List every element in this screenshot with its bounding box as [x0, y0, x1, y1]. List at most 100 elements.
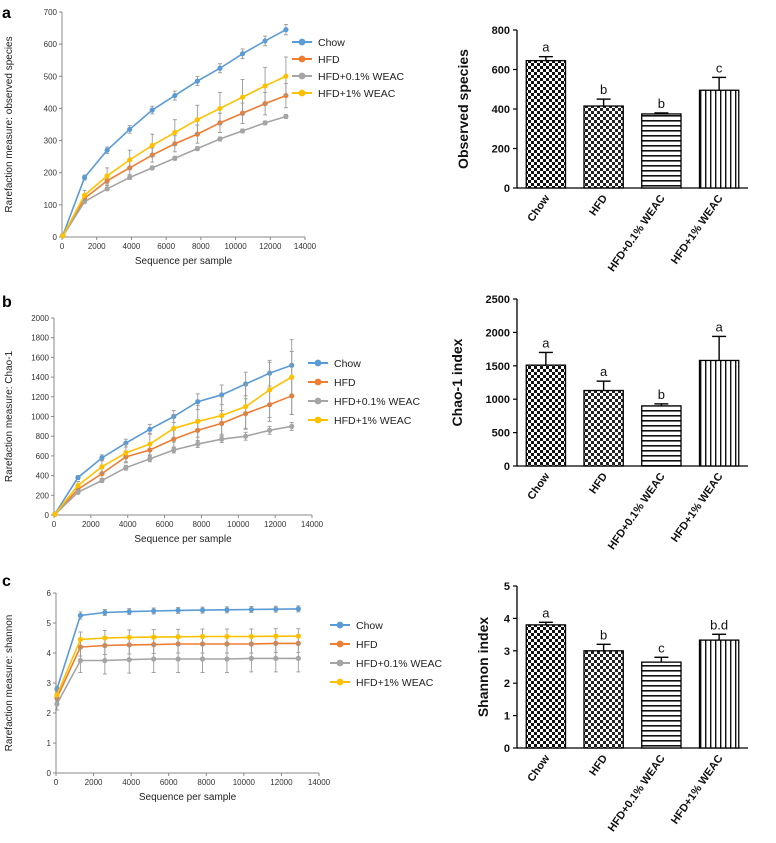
x-tick-label: 4000	[119, 520, 137, 529]
x-category-label: HFD+0.1% WEAC	[606, 471, 668, 552]
bar-hfd-1-weac	[698, 89, 740, 189]
data-point	[151, 608, 157, 614]
data-point	[239, 94, 246, 100]
y-tick-label: 400	[492, 104, 510, 116]
y-tick-label: 1400	[31, 373, 49, 382]
panel-letter-a: a	[2, 5, 11, 22]
y-tick-label: 300	[44, 137, 58, 146]
y-axis-title: Observed species	[455, 49, 471, 169]
y-tick-label: 200	[44, 169, 58, 178]
bar-hfd-0-1-weac	[641, 405, 682, 467]
legend-swatch-marker	[314, 416, 322, 424]
panel-letter-b: b	[2, 294, 12, 311]
data-point	[102, 609, 108, 616]
y-tick-label: 400	[36, 472, 50, 481]
data-point	[262, 83, 268, 89]
x-category-label: HFD+0.1% WEAC	[606, 193, 668, 274]
legend-swatch-marker	[336, 659, 344, 667]
data-point	[149, 142, 155, 148]
legend-swatch-marker	[336, 678, 344, 686]
y-tick-label: 5	[504, 581, 510, 593]
y-tick-label: 200	[36, 491, 50, 500]
rarefaction-chart-c: 0 2000 4000 6000 8000 10000 12000 14000 0 1 2 3 4 5 6 S…	[4, 589, 442, 803]
data-point	[147, 456, 153, 462]
data-point	[224, 633, 230, 640]
series-hfd	[54, 633, 301, 705]
data-point	[151, 656, 157, 662]
data-point	[267, 427, 273, 433]
y-tick-label: 2500	[486, 294, 510, 306]
data-point	[217, 65, 223, 71]
data-point	[127, 157, 133, 163]
data-point	[273, 655, 279, 662]
legend-swatch-marker	[298, 55, 306, 63]
data-point	[52, 511, 58, 517]
y-tick-label: 100	[44, 201, 58, 210]
data-point	[60, 233, 66, 239]
y-tick-label: 400	[44, 104, 58, 113]
data-point	[77, 657, 84, 664]
y-tick-label: 0	[45, 511, 50, 520]
x-tick-label: 12000	[259, 242, 282, 251]
data-point	[172, 129, 178, 136]
legend-label-hfd: HFD	[318, 54, 340, 66]
data-point	[77, 612, 84, 619]
data-point	[219, 412, 225, 419]
bar-hfd-1-weac	[698, 359, 740, 467]
legend-label-chow: Chow	[318, 37, 345, 49]
data-point	[172, 155, 178, 161]
y-tick-label: 0	[504, 183, 510, 195]
significance-letter: a	[716, 319, 724, 334]
x-category-label: HFD+1% WEAC	[669, 193, 726, 267]
data-point	[248, 655, 254, 662]
data-point	[295, 606, 301, 612]
x-tick-label: 8000	[197, 778, 215, 787]
y-tick-label: 5	[47, 619, 52, 628]
data-point	[102, 657, 108, 664]
x-tick-label: 6000	[157, 242, 175, 251]
y-tick-label: 1000	[486, 394, 510, 406]
y-tick-label: 3	[47, 679, 52, 688]
y-tick-label: 2	[47, 709, 52, 718]
x-category-label: HFD	[587, 471, 610, 496]
data-point	[283, 73, 289, 79]
x-tick-label: 14000	[301, 520, 324, 529]
x-tick-label: 12000	[264, 520, 287, 529]
data-point	[175, 634, 181, 640]
legend-label-hfd-1-weac: HFD+1% WEAC	[318, 88, 396, 100]
x-tick-label: 4000	[122, 778, 140, 787]
data-point	[194, 117, 200, 123]
series-hfd	[60, 82, 289, 239]
data-point	[104, 173, 110, 179]
y-tick-label: 1500	[486, 361, 510, 373]
series-line-hfd-0-1-weac	[56, 657, 299, 705]
y-tick-label: 4	[504, 613, 511, 625]
data-point	[149, 165, 155, 171]
bar-hfd-0-1-weac	[641, 661, 682, 749]
x-tick-label: 10000	[224, 242, 247, 251]
bar-hfd	[583, 650, 624, 749]
series-chow	[52, 351, 295, 517]
data-point	[123, 450, 129, 456]
data-point	[75, 482, 81, 489]
y-tick-label: 800	[492, 25, 510, 37]
x-axis-title: Sequence per sample	[135, 256, 233, 267]
x-tick-label: 10000	[233, 778, 256, 787]
legend-swatch-marker	[314, 397, 322, 405]
y-tick-label: 1800	[31, 334, 49, 343]
data-point	[194, 78, 200, 84]
x-tick-label: 6000	[156, 520, 174, 529]
x-category-label: Chow	[525, 752, 552, 784]
data-point	[77, 636, 84, 643]
series-chow	[54, 605, 301, 693]
legend-label-chow: Chow	[334, 358, 361, 370]
legend-label-hfd: HFD	[356, 639, 378, 651]
data-point	[175, 656, 181, 662]
significance-letter: b.d	[710, 617, 728, 632]
data-point	[126, 634, 132, 641]
data-point	[295, 633, 301, 639]
legend-label-hfd-1-weac: HFD+1% WEAC	[356, 677, 434, 689]
x-category-label: Chow	[525, 192, 552, 224]
data-point	[199, 656, 206, 662]
data-point	[273, 633, 279, 639]
